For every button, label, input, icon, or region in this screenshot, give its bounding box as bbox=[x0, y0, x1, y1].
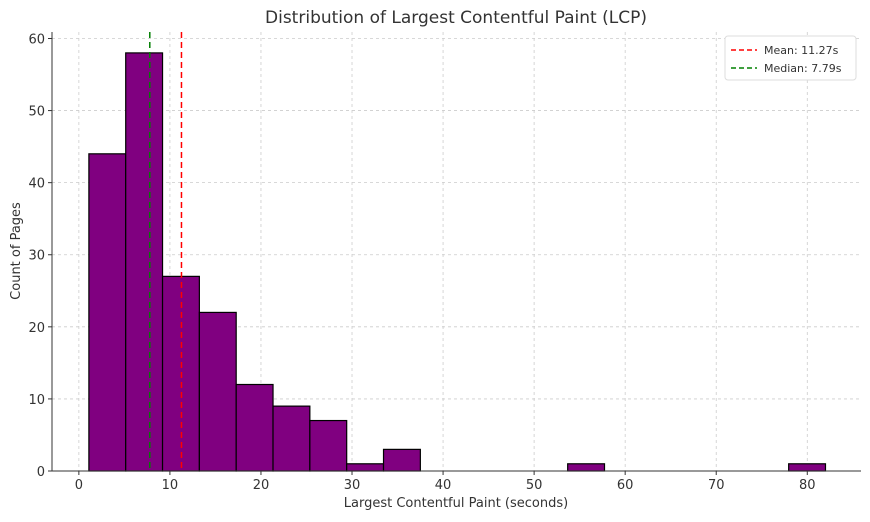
x-tick-label: 60 bbox=[617, 478, 634, 493]
histogram-bar bbox=[346, 463, 385, 472]
histogram-bar bbox=[125, 52, 164, 472]
y-tick-label: 40 bbox=[28, 177, 45, 192]
x-tick-label: 10 bbox=[162, 478, 179, 493]
chart-title: Distribution of Largest Contentful Paint… bbox=[265, 8, 647, 28]
x-tick-label: 30 bbox=[344, 478, 361, 493]
y-tick-label: 60 bbox=[28, 32, 45, 47]
x-tick-label: 80 bbox=[799, 478, 816, 493]
y-axis-label: Count of Pages bbox=[9, 202, 24, 300]
legend-box bbox=[724, 35, 857, 81]
histogram-bar bbox=[235, 383, 274, 472]
x-axis-label: Largest Contentful Paint (seconds) bbox=[344, 496, 568, 511]
histogram-bar bbox=[198, 311, 237, 472]
y-tick-label: 50 bbox=[28, 105, 45, 120]
y-tick-label: 0 bbox=[37, 465, 45, 480]
histogram-bar bbox=[382, 448, 421, 472]
x-tick-label: 0 bbox=[75, 478, 83, 493]
histogram-bar bbox=[567, 463, 606, 472]
y-tick-label: 30 bbox=[28, 249, 45, 264]
histogram-bar bbox=[272, 405, 311, 472]
x-tick-label: 50 bbox=[526, 478, 543, 493]
histogram-bar bbox=[788, 463, 827, 472]
y-tick-label: 10 bbox=[28, 393, 45, 408]
legend-label: Median: 7.79s bbox=[764, 62, 842, 75]
x-tick-label: 20 bbox=[253, 478, 270, 493]
x-tick-label: 40 bbox=[435, 478, 452, 493]
histogram-bar bbox=[309, 419, 348, 472]
legend-label: Mean: 11.27s bbox=[764, 44, 839, 57]
histogram-bar bbox=[88, 153, 127, 472]
x-tick-label: 70 bbox=[708, 478, 725, 493]
y-tick-label: 20 bbox=[28, 321, 45, 336]
